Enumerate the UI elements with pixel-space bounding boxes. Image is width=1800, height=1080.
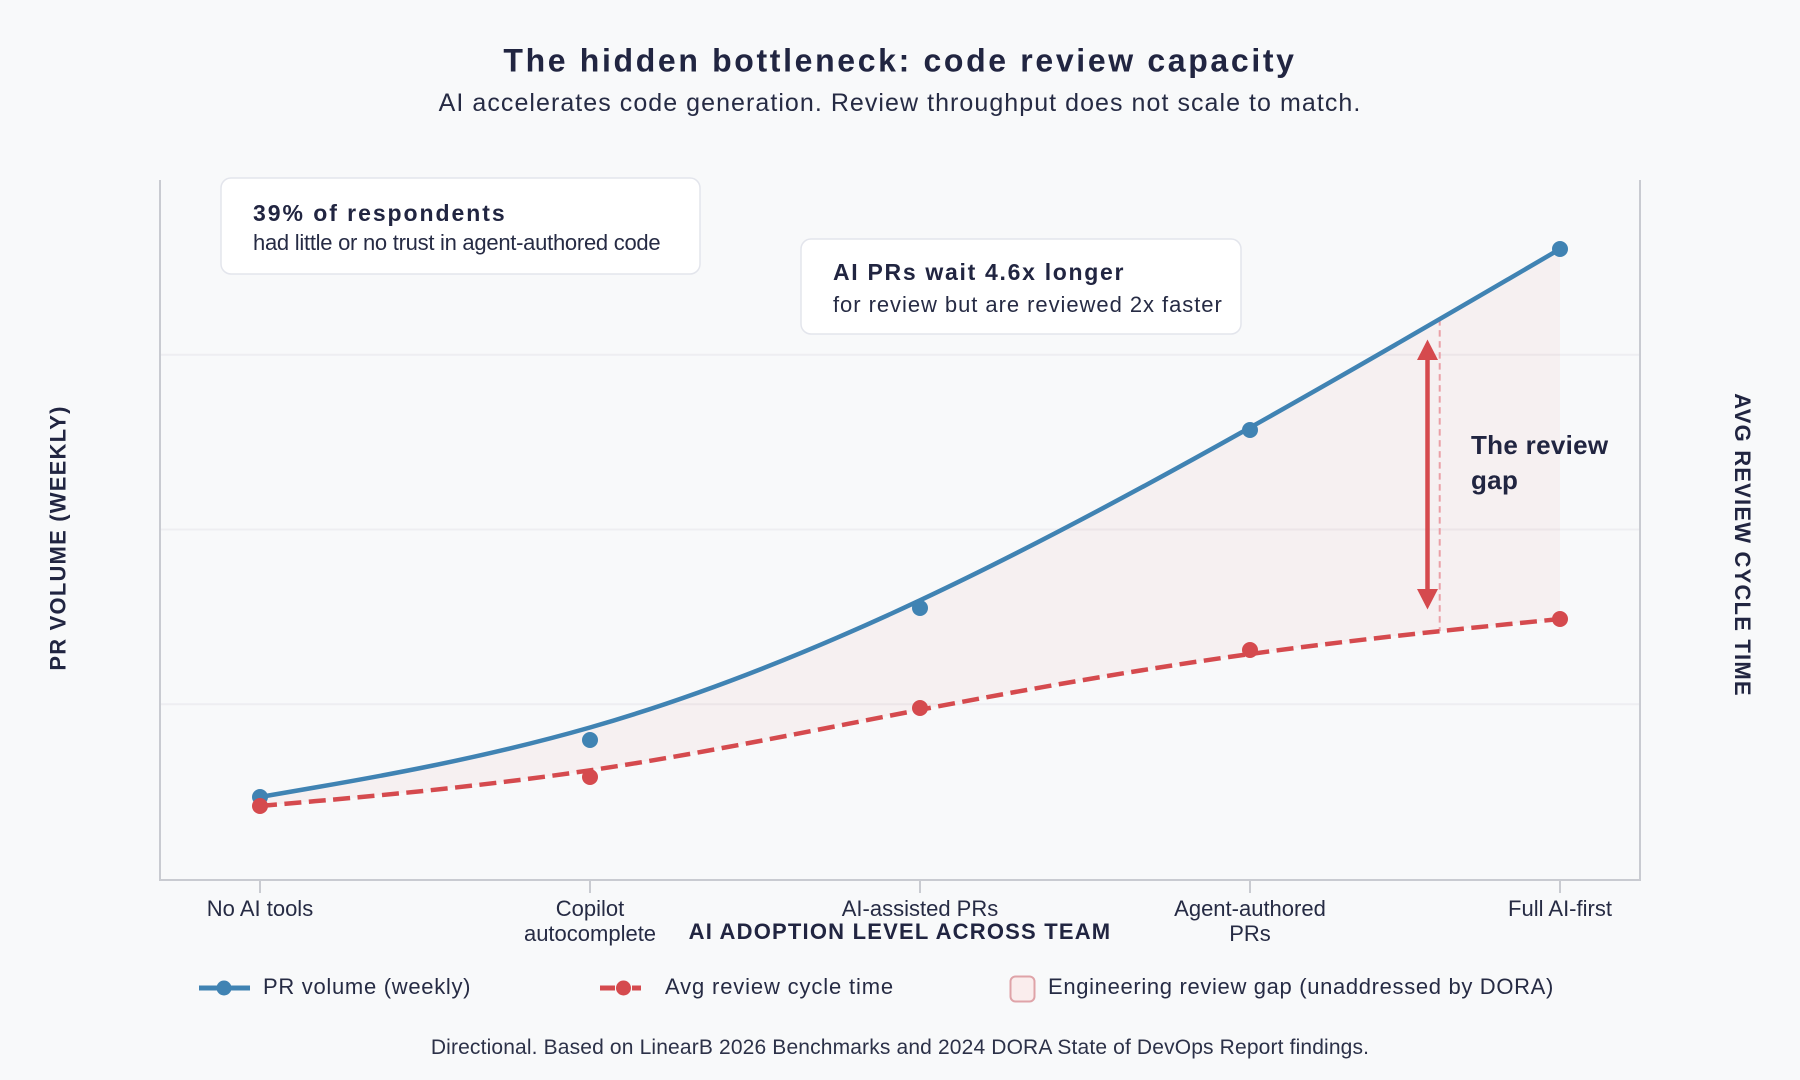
svg-text:Avg review cycle time: Avg review cycle time [665,974,894,999]
svg-text:PR VOLUME (WEEKLY): PR VOLUME (WEEKLY) [46,405,71,670]
svg-text:for review but are reviewed 2x: for review but are reviewed 2x faster [833,292,1223,317]
svg-text:Copilot: Copilot [556,896,624,921]
svg-text:Full AI-first: Full AI-first [1508,896,1612,921]
svg-text:Agent-authored: Agent-authored [1174,896,1326,921]
svg-text:autocomplete: autocomplete [524,921,656,946]
svg-text:The review: The review [1471,430,1609,460]
svg-text:AVG REVIEW CYCLE TIME: AVG REVIEW CYCLE TIME [1730,393,1755,696]
svg-text:PR volume (weekly): PR volume (weekly) [263,974,471,999]
svg-text:gap: gap [1471,465,1518,495]
svg-text:had little or no trust in agen: had little or no trust in agent-authored… [253,230,660,255]
svg-text:39% of respondents: 39% of respondents [253,200,507,226]
svg-text:AI accelerates code generation: AI accelerates code generation. Review t… [439,89,1362,117]
svg-text:AI PRs wait 4.6x longer: AI PRs wait 4.6x longer [833,259,1125,285]
svg-text:AI ADOPTION LEVEL ACROSS TEAM: AI ADOPTION LEVEL ACROSS TEAM [689,919,1112,944]
svg-text:PRs: PRs [1229,921,1271,946]
svg-text:AI-assisted PRs: AI-assisted PRs [842,896,999,921]
svg-text:The hidden bottleneck: code re: The hidden bottleneck: code review capac… [503,42,1296,78]
svg-text:Engineering review gap (unaddr: Engineering review gap (unaddressed by D… [1048,974,1554,999]
svg-text:Directional. Based on LinearB: Directional. Based on LinearB 2026 Bench… [431,1036,1369,1059]
svg-text:No AI tools: No AI tools [207,896,313,921]
